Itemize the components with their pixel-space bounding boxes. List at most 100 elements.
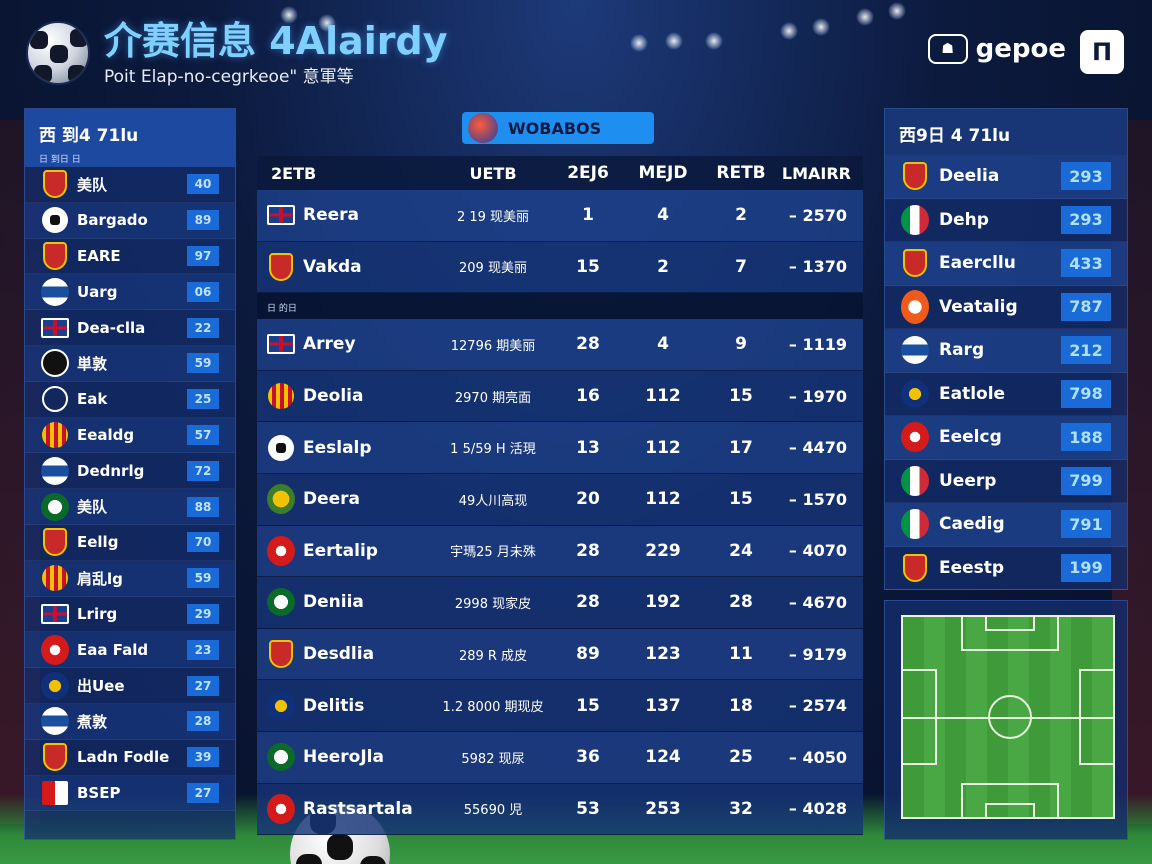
score-badge: 22 [187,317,219,338]
team-badge-icon [267,743,295,772]
left-ranking-panel: 西 到4 71lu 日 到日 日 美队 40 Bargado 89 EARE 97 Uarg… [24,108,236,840]
table-row[interactable]: Deera 49人川高现 20 112 15 – 1570 [257,473,863,526]
stat-cell: 28 [729,592,753,613]
column-header[interactable]: RETB [716,163,766,183]
team-badge-icon [41,277,69,306]
app-title: 介赛信息 4Alairdy [104,18,448,63]
team-badge-icon [901,336,929,365]
list-item[interactable]: 出Uee 27 [25,668,235,704]
team-cell: Deolia [257,382,433,410]
list-item[interactable]: Eatlole 798 [885,373,1127,416]
stat-cell: 192 [645,592,681,613]
list-item[interactable]: Caedig 791 [885,503,1127,547]
score-badge: 188 [1061,423,1111,452]
list-item[interactable]: Dednrlg 72 [25,453,235,490]
stat-cell: 17 [729,437,753,458]
team-badge-icon [41,671,69,700]
points-cell: – 1370 [788,257,847,277]
table-row[interactable]: HeeroJla 5982 现尿 36 124 25 – 4050 [257,731,863,784]
points-cell: – 4670 [788,592,847,612]
team-name: BSEP [77,783,121,802]
column-header[interactable]: 2EJ6 [567,163,609,183]
stat-cell: 18 [729,695,753,716]
table-row[interactable]: Deolia 2970 期亮面 16 112 15 – 1970 [257,370,863,423]
team-cell: Desdlia [257,640,433,669]
list-item[interactable]: Dea-clla 22 [25,310,235,346]
column-header[interactable]: LMAIRR [781,163,851,183]
list-item[interactable]: 煮敦 28 [25,703,235,740]
table-row[interactable]: Vakda 209 现美丽 15 2 7 – 1370 [257,241,863,294]
list-item[interactable]: Veatalig 787 [885,286,1127,329]
list-item[interactable]: 単敦 59 [25,345,235,382]
list-item[interactable]: Ueerp 799 [885,460,1127,503]
stat-cell: 9 [735,334,747,355]
team-name: EARE [77,246,121,265]
list-item[interactable]: 美队 40 [25,167,235,203]
list-item[interactable]: Eaercllu 433 [885,242,1127,286]
score-badge: 433 [1061,249,1111,278]
team-name: Veatalig [939,296,1018,317]
stat-cell: 25 [729,747,753,768]
score-badge: 57 [187,424,219,445]
team-name: Ladn Fodle [77,748,170,767]
table-row[interactable]: Reera 2 19 现美丽 1 4 2 – 2570 [257,190,863,242]
stat-cell: 253 [645,798,681,819]
team-badge-icon [41,743,69,772]
list-item[interactable]: Eellg 70 [25,525,235,561]
table-section-divider: 日 的日 [257,293,863,320]
list-item[interactable]: Dehp 293 [885,199,1127,242]
list-item[interactable]: Ladn Fodle 39 [25,740,235,776]
table-row[interactable]: Desdlia 289 R 成皮 89 123 11 – 9179 [257,628,863,681]
filter-chip[interactable]: WOBABOS [462,112,654,144]
list-item[interactable]: Eealdg 57 [25,417,235,454]
score-badge: 27 [187,782,219,803]
team-name: Caedig [939,514,1005,535]
team-name: Bargado [77,211,148,230]
list-item[interactable]: Eak 25 [25,382,235,418]
list-item[interactable]: Rarg 212 [885,329,1127,373]
team-name: Eak [77,390,108,409]
team-crest-icon [468,113,498,143]
list-item[interactable]: Deelia 293 [885,155,1127,199]
points-cell: – 1970 [788,386,847,406]
team-badge-icon [901,289,929,324]
list-item[interactable]: BSEP 27 [25,775,235,812]
stat-cell: 15 [576,256,600,277]
column-header[interactable]: MEJD [638,163,688,183]
table-row[interactable]: Arrey 12796 期美丽 28 4 9 – 1119 [257,319,863,371]
team-name: HeeroJla [303,747,384,768]
list-item[interactable]: Eeestp 199 [885,547,1127,590]
team-name: Ueerp [939,470,997,491]
score-badge: 40 [187,174,219,195]
list-item[interactable]: EARE 97 [25,239,235,275]
score-badge: 799 [1061,466,1111,495]
list-item[interactable]: Bargado 89 [25,202,235,239]
score-badge: 89 [187,210,219,231]
table-row[interactable]: Deniia 2998 现家皮 28 192 28 – 4670 [257,577,863,629]
stat-cell: 89 [576,644,600,665]
brand-logo[interactable]: ☗ gepoe [927,34,1066,64]
list-item[interactable]: 美队 88 [25,489,235,525]
info-cell: 289 R 成皮 [458,648,528,664]
table-row[interactable]: Rastsartala 55690 児 53 253 32 – 4028 [257,783,863,836]
team-badge-icon [41,528,69,557]
left-panel-subtitle: 日 到日 日 [39,155,81,165]
list-item[interactable]: Uarg 06 [25,274,235,311]
app-header: 介赛信息 4Alairdy Poit Elap-no-cegrkeoe" 意軍等 [26,18,448,88]
list-item[interactable]: Eeelcg 188 [885,416,1127,460]
list-item[interactable]: Eaa Fald 23 [25,632,235,669]
team-badge-icon [41,779,69,807]
list-item[interactable]: 肩乱lg 59 [25,560,235,597]
stat-cell: 7 [735,256,747,277]
table-row[interactable]: Eertalip 宇瑪25 月未殊 28 229 24 – 4070 [257,525,863,578]
table-row[interactable]: Eeslalp 1 5/59 H 活現 13 112 17 – 4470 [257,422,863,474]
team-name: 出Uee [77,677,125,696]
team-name: Rastsartala [303,798,413,819]
column-header[interactable]: 2ETB [271,163,317,183]
column-header[interactable]: UETB [469,163,517,183]
score-badge: 88 [187,496,219,517]
table-row[interactable]: Delitis 1.2 8000 期现皮 15 137 18 – 2574 [257,680,863,732]
list-item[interactable]: Lrirg 29 [25,597,235,633]
menu-button[interactable]: Π [1080,30,1124,74]
team-badge-icon [901,379,929,408]
